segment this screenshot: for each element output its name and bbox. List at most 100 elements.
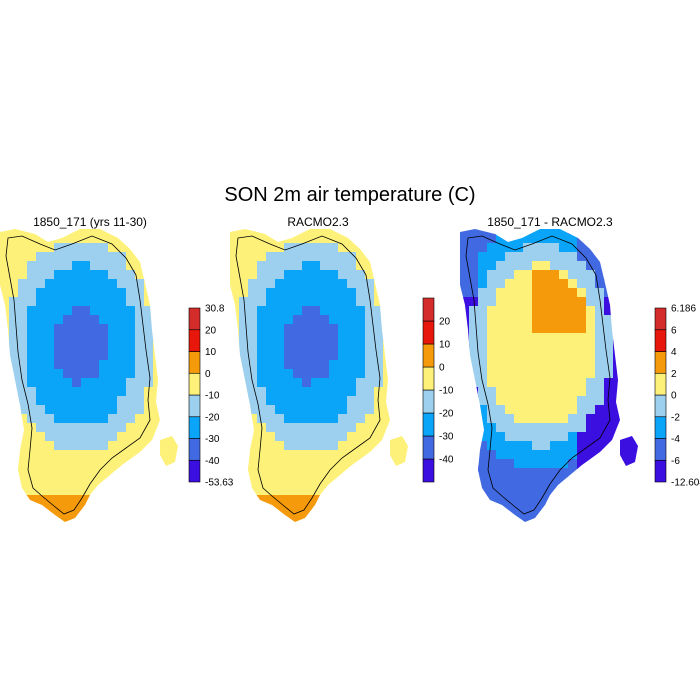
grid-cell — [81, 441, 91, 451]
grid-cell — [257, 504, 267, 514]
grid-cell — [586, 306, 596, 316]
grid-cell — [550, 432, 560, 442]
grid-cell — [117, 369, 127, 379]
grid-cell — [496, 513, 506, 522]
grid-cell — [45, 477, 55, 487]
grid-cell — [275, 369, 285, 379]
grid-cell — [392, 495, 402, 505]
grid-cell — [505, 369, 515, 379]
grid-cell — [171, 270, 178, 280]
grid-cell — [347, 432, 357, 442]
grid-cell — [604, 378, 614, 388]
grid-cell — [81, 270, 91, 280]
grid-cell — [144, 360, 154, 370]
grid-cell — [338, 342, 348, 352]
grid-cell — [514, 441, 524, 451]
grid-cell — [36, 324, 46, 334]
grid-cell — [99, 243, 109, 253]
grid-cell — [171, 405, 178, 415]
grid-cell — [248, 342, 258, 352]
grid-cell — [487, 351, 497, 361]
grid-cell — [90, 468, 100, 478]
grid-cell — [631, 324, 638, 334]
grid-cell — [311, 468, 321, 478]
grid-cell — [27, 477, 37, 487]
grid-cell — [487, 459, 497, 469]
grid-cell — [230, 229, 240, 235]
grid-cell — [347, 279, 357, 289]
grid-cell — [18, 396, 28, 406]
grid-cell — [496, 297, 506, 307]
grid-cell — [90, 279, 100, 289]
grid-cell — [54, 423, 64, 433]
grid-cell — [72, 324, 82, 334]
grid-cell — [63, 360, 73, 370]
grid-cell — [320, 486, 330, 496]
grid-cell — [144, 468, 154, 478]
grid-cell — [392, 468, 402, 478]
grid-cell — [469, 378, 479, 388]
grid-cell — [266, 378, 276, 388]
grid-cell — [171, 306, 178, 316]
grid-cell — [338, 333, 348, 343]
grid-cell — [365, 378, 375, 388]
grid-cell — [144, 477, 154, 487]
grid-cell — [505, 468, 515, 478]
grid-cell — [410, 513, 420, 523]
grid-cell — [469, 495, 479, 505]
grid-cell — [487, 441, 497, 451]
grid-cell — [135, 342, 145, 352]
grid-cell — [469, 522, 479, 532]
grid-cell — [356, 324, 366, 334]
grid-cell — [153, 270, 163, 280]
grid-cell — [586, 333, 596, 343]
grid-cell — [81, 423, 91, 433]
grid-cell — [460, 432, 470, 442]
grid-cell — [63, 342, 73, 352]
grid-cell — [54, 387, 64, 397]
grid-cell — [469, 279, 479, 289]
panel-1-map — [0, 229, 178, 522]
grid-cell — [410, 486, 420, 496]
grid-cell — [365, 369, 375, 379]
grid-cell — [266, 315, 276, 325]
grid-cell — [568, 504, 578, 514]
grid-cell — [460, 234, 470, 244]
grid-cell — [266, 288, 276, 298]
grid-cell — [248, 504, 258, 514]
grid-cell — [9, 414, 19, 424]
grid-cell — [90, 306, 100, 316]
grid-cell — [18, 270, 28, 280]
grid-cell — [410, 423, 420, 433]
grid-cell — [257, 243, 267, 253]
grid-cell — [81, 450, 91, 460]
grid-cell — [9, 405, 19, 415]
grid-cell — [550, 504, 560, 514]
grid-cell — [302, 333, 312, 343]
grid-cell — [568, 234, 578, 244]
grid-cell — [640, 441, 650, 451]
grid-cell — [239, 387, 249, 397]
grid-cell — [99, 315, 109, 325]
grid-cell — [383, 369, 393, 379]
grid-cell — [9, 360, 19, 370]
grid-cell — [230, 495, 240, 505]
grid-cell — [631, 396, 638, 406]
grid-cell — [311, 396, 321, 406]
grid-cell — [487, 306, 497, 316]
grid-cell — [613, 387, 623, 397]
grid-cell — [383, 486, 393, 496]
grid-cell — [622, 441, 632, 451]
grid-cell — [401, 450, 408, 460]
grid-cell — [117, 504, 127, 514]
grid-cell — [460, 378, 470, 388]
grid-cell — [460, 477, 470, 487]
grid-cell — [514, 486, 524, 496]
grid-cell — [383, 261, 393, 271]
grid-cell — [320, 315, 330, 325]
grid-cell — [54, 360, 64, 370]
grid-cell — [171, 261, 178, 271]
grid-cell — [311, 243, 321, 253]
grid-cell — [320, 441, 330, 451]
